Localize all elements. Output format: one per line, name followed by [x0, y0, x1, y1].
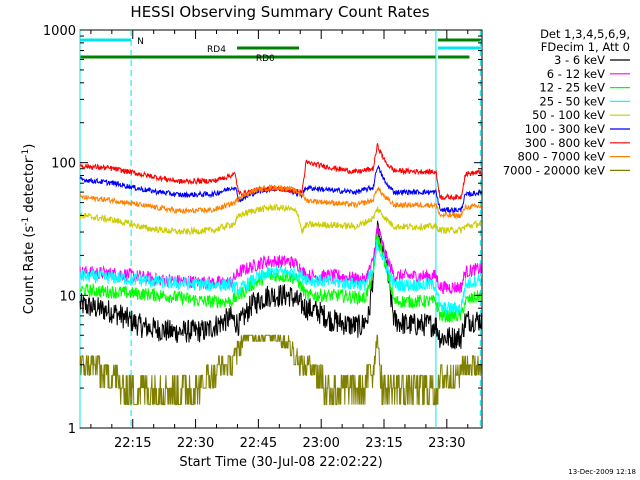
series-line [79, 239, 482, 315]
series-line [79, 334, 482, 406]
y-tick-label: 1 [68, 422, 76, 437]
x-tick-label: 22:45 [240, 436, 277, 451]
legend-header: Det 1,3,4,5,6,9, [540, 27, 630, 41]
x-tick-label: 22:15 [114, 436, 151, 451]
legend-entry: 50 - 100 keV [532, 108, 605, 122]
mode-annotations: N RD0 RD4 [79, 30, 482, 428]
series-line [79, 203, 482, 236]
interval-label: RD0 [256, 54, 275, 64]
series-line [79, 183, 482, 220]
series-line [79, 220, 482, 350]
interval-label: RD4 [207, 45, 226, 55]
series-layer [79, 143, 482, 406]
axes-layer: 1 10 100 1000 22:15 22:30 22:45 23:00 23:15 23:30 [43, 24, 482, 451]
chart-title: HESSI Observing Summary Count Rates [130, 3, 429, 21]
legend-entry: 25 - 50 keV [539, 94, 605, 108]
legend: Det 1,3,4,5,6,9,FDecim 1, Att 03 - 6 keV… [503, 27, 630, 177]
legend-entry: 800 - 7000 keV [517, 150, 605, 164]
legend-entry: 12 - 25 keV [539, 81, 605, 95]
legend-entry: 100 - 300 keV [525, 122, 605, 136]
y-tick-label: 100 [51, 157, 76, 172]
legend-entry: 7000 - 20000 keV [503, 163, 605, 177]
interval-label: N [137, 37, 144, 47]
x-tick-label: 22:30 [177, 436, 214, 451]
y-tick-label: 10 [59, 289, 76, 304]
x-tick-label: 23:15 [365, 436, 402, 451]
x-tick-label: 23:30 [428, 436, 465, 451]
legend-entry: 6 - 12 keV [547, 67, 605, 81]
footer-date: 13-Dec-2009 12:18 [568, 468, 636, 476]
legend-header: FDecim 1, Att 0 [541, 40, 630, 54]
x-axis-label: Start Time (30-Jul-08 22:02:22) [179, 455, 382, 470]
y-axis-label: Count Rate (s-1 detector-1) [21, 144, 37, 315]
series-line [79, 233, 482, 323]
legend-entry: 300 - 800 keV [525, 136, 605, 150]
y-tick-label: 1000 [43, 24, 76, 39]
legend-entry: 3 - 6 keV [554, 53, 605, 67]
series-line [79, 143, 482, 202]
x-tick-label: 23:00 [302, 436, 339, 451]
